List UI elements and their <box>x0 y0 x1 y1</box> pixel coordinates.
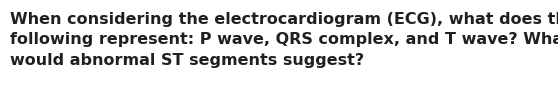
Text: When considering the electrocardiogram (ECG), what does the
following represent:: When considering the electrocardiogram (… <box>10 12 558 68</box>
